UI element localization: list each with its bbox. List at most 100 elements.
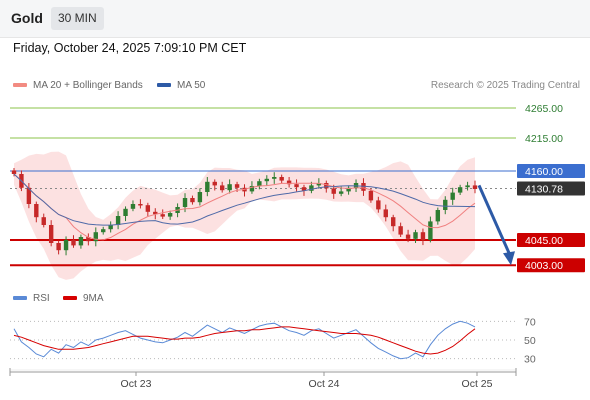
level-label-4215.00: 4215.00 xyxy=(525,133,563,145)
candle-body xyxy=(234,184,240,188)
ma9-swatch xyxy=(63,296,77,301)
candle-body xyxy=(398,226,403,235)
candle-body xyxy=(301,187,307,191)
candle-body xyxy=(257,181,262,186)
candle-body xyxy=(182,198,188,207)
candle-body xyxy=(413,232,418,239)
level-label-4160.00: 4160.00 xyxy=(525,166,563,178)
candle-body xyxy=(227,184,232,191)
chart-header: Gold 30 MIN xyxy=(0,0,590,38)
candle-body xyxy=(153,211,158,215)
candle-body xyxy=(405,234,411,239)
candle-body xyxy=(457,187,463,193)
candle-body xyxy=(249,186,255,192)
ma20-swatch xyxy=(13,83,27,88)
ma20-line xyxy=(13,173,476,241)
level-label-4003.00: 4003.00 xyxy=(525,260,563,272)
candle-body xyxy=(26,187,32,204)
candle-body xyxy=(219,185,225,191)
candle-body xyxy=(465,185,470,188)
candle-body xyxy=(167,213,173,217)
candle-body xyxy=(108,225,113,230)
level-label-4265.00: 4265.00 xyxy=(525,103,563,115)
candle-body xyxy=(264,178,270,182)
symbol-title: Gold xyxy=(11,10,43,26)
rsi-tick-30: 30 xyxy=(524,354,536,366)
candle-body xyxy=(130,204,136,209)
candle-body xyxy=(34,204,39,218)
ma9-legend: 9MA xyxy=(63,293,104,304)
rsi-legend-label: RSI xyxy=(33,293,50,304)
candle-body xyxy=(101,229,106,233)
rsi-tick-70: 70 xyxy=(524,316,536,328)
candle-body xyxy=(11,170,17,174)
rsi-swatch xyxy=(13,296,27,301)
level-tag-4003.00 xyxy=(517,258,585,273)
candle-body xyxy=(316,183,322,186)
ma50-legend-label: MA 50 xyxy=(177,80,206,91)
ma50-swatch xyxy=(157,83,171,88)
ma20-legend: MA 20 + Bollinger Bands xyxy=(13,80,143,91)
candle-body xyxy=(294,184,299,188)
projection-arrow xyxy=(477,184,512,256)
candle-body xyxy=(309,185,314,191)
candle-body xyxy=(56,243,61,251)
candle-body xyxy=(383,209,388,218)
candle-body xyxy=(338,191,344,194)
candle-body xyxy=(420,232,426,240)
candle-body xyxy=(450,192,455,200)
rsi-legend: RSI xyxy=(13,293,50,304)
candle-body xyxy=(145,205,151,212)
ma9-legend-label: 9MA xyxy=(83,293,104,304)
projection-arrowhead xyxy=(503,251,515,266)
candle-body xyxy=(346,187,351,192)
rsi-tick-50: 50 xyxy=(524,335,536,347)
candle-body xyxy=(391,217,396,227)
ma50-legend: MA 50 xyxy=(157,80,205,91)
x-tick-Oct 25: Oct 25 xyxy=(462,378,493,390)
candle-body xyxy=(443,199,448,210)
credit-label: Research © 2025 Trading Central xyxy=(430,80,580,91)
candle-body xyxy=(376,200,381,210)
candle-body xyxy=(41,217,46,225)
candle-body xyxy=(160,214,165,217)
rsi-series-9MA xyxy=(13,326,476,355)
candle-body xyxy=(123,208,128,216)
timeframe-button[interactable]: 30 MIN xyxy=(51,7,104,30)
candle-body xyxy=(368,190,374,201)
bollinger-band xyxy=(14,151,475,280)
level-label-4130.78: 4130.78 xyxy=(525,184,563,196)
candle-body xyxy=(324,183,329,189)
x-tick-Oct 23: Oct 23 xyxy=(121,378,152,390)
candle-body xyxy=(190,198,195,203)
candle-body xyxy=(286,180,292,185)
candle-body xyxy=(212,181,217,186)
candle-body xyxy=(197,192,203,203)
candle-body xyxy=(205,181,210,192)
datetime-label: Friday, October 24, 2025 7:09:10 PM CET xyxy=(13,41,247,55)
ma50-line xyxy=(13,173,476,226)
candle-body xyxy=(435,210,441,222)
candle-body xyxy=(78,237,84,246)
candle-body xyxy=(138,204,143,206)
candle-body xyxy=(428,221,433,240)
candle-body xyxy=(331,188,336,194)
candle-body xyxy=(472,185,478,189)
candle-body xyxy=(48,225,54,243)
candle-body xyxy=(71,240,76,246)
x-tick-Oct 24: Oct 24 xyxy=(309,378,340,390)
candle-body xyxy=(93,232,98,242)
level-tag-4045.00 xyxy=(517,233,585,247)
candle-body xyxy=(272,177,277,179)
candle-body xyxy=(115,216,121,225)
candle-body xyxy=(353,183,359,188)
rsi-series-RSI xyxy=(13,320,476,360)
level-label-4045.00: 4045.00 xyxy=(525,235,563,247)
candle-body xyxy=(361,183,366,191)
candle-body xyxy=(279,177,284,181)
candle-body xyxy=(86,237,91,242)
candle-body xyxy=(63,240,69,251)
level-tag-4160.00 xyxy=(517,164,585,178)
level-tag-4130.78 xyxy=(517,181,585,196)
